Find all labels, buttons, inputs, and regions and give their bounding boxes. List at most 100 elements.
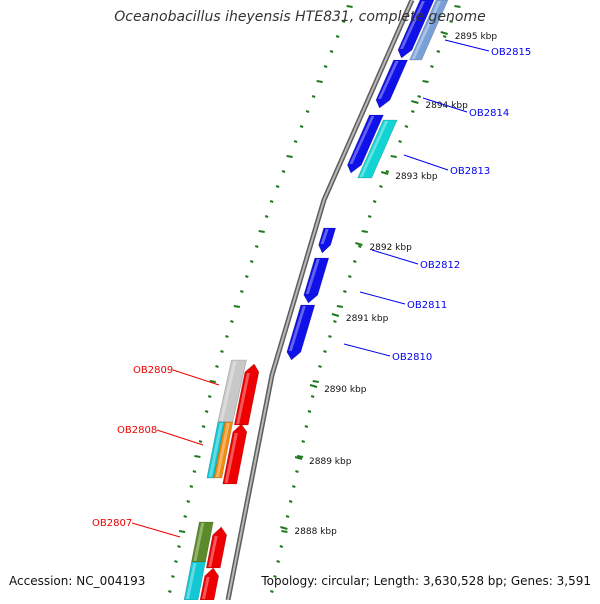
outer-tick-mark [361, 230, 368, 233]
outer-tick-mark [323, 350, 327, 353]
outer-tick-mark [307, 410, 312, 413]
kbp-major-tick [294, 456, 303, 460]
inner-tick-mark [264, 215, 269, 218]
inner-tick-mark [198, 440, 203, 443]
gene-label-ob2812: OB2812 [420, 260, 460, 271]
outer-tick-mark [347, 275, 352, 278]
gene-leader-line [444, 39, 490, 52]
kbp-scale-label: 2892 kbp [369, 243, 412, 253]
gene-arrow-ob2814-shine [378, 61, 399, 99]
gene-label-ob2815: OB2815 [491, 47, 531, 58]
kbp-major-tick [355, 242, 363, 246]
gene-arrow-ob2806-shine [202, 577, 210, 599]
outer-tick-mark [379, 185, 383, 188]
gene-leader-line [403, 154, 449, 171]
inner-tick-mark [189, 485, 194, 488]
gene-arrow-ob2813-b-shine [359, 121, 389, 177]
outer-tick-mark [442, 35, 447, 38]
gene-arrow-ob2815-b-body [409, 0, 449, 61]
inner-tick-mark [305, 110, 310, 113]
gene-arrow-ob2807-b-shine [193, 523, 205, 561]
gene-arrow-ob2815-b [409, 0, 449, 61]
gene-arrow-ob2810 [286, 304, 316, 361]
gene-leader-line [131, 522, 181, 538]
inner-tick-mark [194, 455, 201, 458]
inner-tick-mark [207, 395, 212, 398]
inner-tick-mark [244, 275, 249, 278]
gene-arrow-ob2815-body [397, 0, 435, 59]
gene-arrow-ob2808-c-shine [215, 423, 230, 477]
gene-arrow-ob2811 [303, 257, 330, 304]
outer-tick-mark [312, 380, 319, 383]
outer-tick-mark [404, 125, 409, 128]
outer-tick-mark [291, 485, 296, 488]
inner-tick-mark [254, 245, 259, 248]
outer-tick-mark [336, 305, 344, 308]
gene-arrow-ob2810-body [286, 304, 316, 361]
kbp-scale-label: 2891 kbp [346, 314, 389, 324]
inner-tick-mark [178, 530, 186, 533]
kbp-scale-label: 2890 kbp [324, 385, 367, 395]
inner-tick-mark [186, 500, 191, 503]
inner-tick-mark [346, 5, 353, 8]
gene-arrow-ob2815-shine [400, 1, 425, 49]
gene-label-ob2811: OB2811 [407, 300, 447, 311]
inner-tick-mark [329, 50, 334, 53]
gene-arrow-ob2809-shine [236, 373, 250, 424]
inner-tick-mark [286, 155, 293, 158]
gene-label-ob2808: OB2808 [117, 425, 157, 436]
gene-leader-line [343, 343, 391, 357]
outer-tick-mark [288, 500, 293, 503]
outer-tick-mark [270, 590, 274, 593]
outer-tick-mark [385, 170, 390, 173]
outer-tick-mark [304, 425, 309, 428]
inner-tick-mark [269, 200, 274, 203]
inner-tick-mark [311, 95, 316, 98]
gene-arrow-ob2808-shine [224, 433, 238, 483]
inner-tick-mark [209, 380, 216, 383]
inner-tick-mark [171, 575, 175, 578]
gene-arrow-ob2813-shine [349, 116, 375, 164]
inner-tick-mark [293, 140, 298, 143]
kbp-major-tick [380, 171, 389, 175]
gene-arrow-ob2812 [318, 227, 337, 254]
gene-arrow-ob2814 [375, 59, 409, 109]
inner-tick-mark [316, 80, 323, 83]
outer-tick-mark [301, 440, 306, 443]
outer-tick-mark [372, 200, 377, 203]
gene-arrow-ob2807-shine [208, 536, 218, 567]
gene-arrow-ob2813-b [357, 119, 398, 179]
gene-leader-line [172, 369, 220, 386]
inner-tick-mark [192, 470, 197, 473]
outer-tick-mark [398, 140, 402, 143]
kbp-scale-label: 2895 kbp [455, 32, 498, 42]
gene-arrow-ob2808-c [213, 421, 234, 479]
genome-title: Oceanobacillus iheyensis HTE831, complet… [114, 9, 486, 25]
outer-tick-mark [276, 560, 280, 563]
gene-label-ob2809: OB2809 [133, 365, 173, 376]
kbp-scale-label: 2893 kbp [395, 172, 438, 182]
outer-tick-mark [310, 395, 315, 398]
gene-arrow-ob2812-shine [320, 229, 329, 244]
inner-tick-mark [215, 365, 219, 368]
gene-leader-line [156, 429, 204, 446]
gene-label-ob2814: OB2814 [469, 108, 509, 119]
gene-label-ob2813: OB2813 [450, 166, 490, 177]
inner-tick-mark [299, 125, 304, 128]
kbp-major-tick [440, 31, 448, 35]
gene-label-ob2807: OB2807 [92, 518, 132, 529]
kbp-major-tick [411, 100, 419, 104]
outer-tick-mark [333, 320, 337, 323]
inner-tick-mark [168, 590, 172, 593]
kbp-scale-label: 2888 kbp [294, 527, 337, 537]
inner-tick-mark [201, 425, 206, 428]
outer-tick-mark [343, 290, 347, 293]
inner-tick-mark [220, 350, 224, 353]
inner-tick-mark [323, 65, 328, 68]
inner-tick-mark [183, 515, 187, 518]
outer-tick-mark [295, 470, 299, 473]
outer-tick-mark [281, 530, 288, 533]
inner-tick-mark [341, 20, 346, 23]
outer-tick-mark [328, 335, 332, 338]
